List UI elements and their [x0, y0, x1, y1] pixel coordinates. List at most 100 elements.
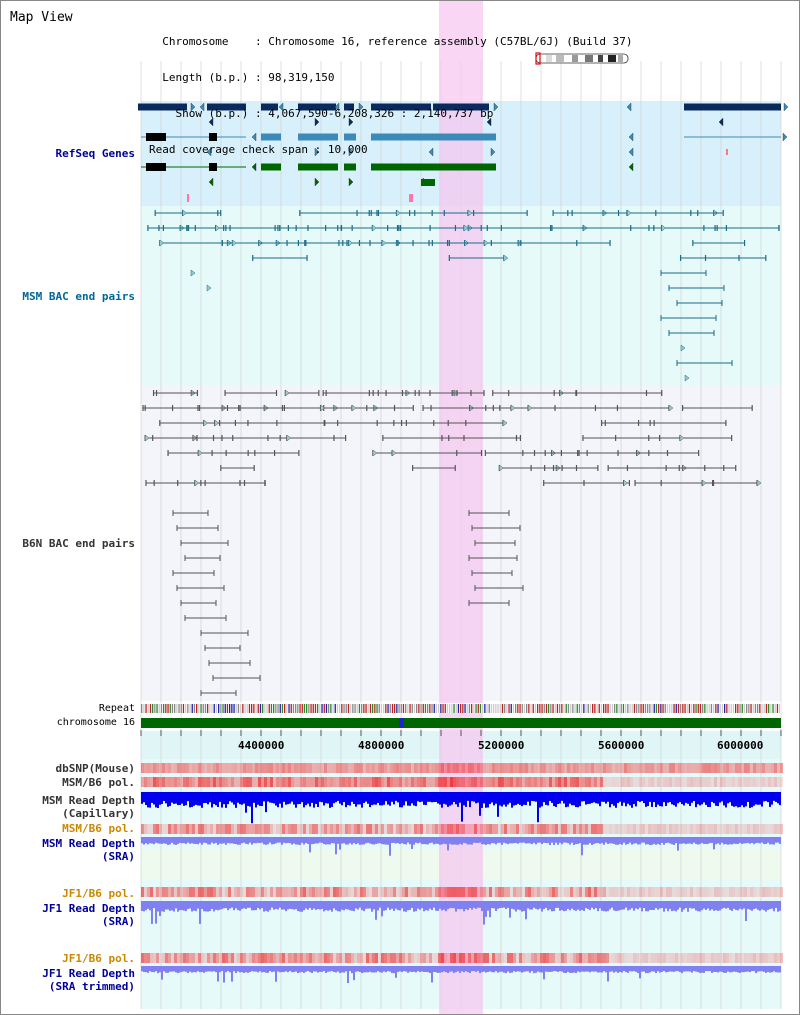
repeat-mark — [409, 704, 411, 713]
jf1-b6-pol-strip — [705, 953, 708, 963]
jf1-sra-depth-bar — [773, 901, 775, 912]
msm-b6-pol-strip — [387, 824, 390, 834]
msm-capillary-depth-bar — [751, 792, 753, 808]
msm-sra-depth-bar — [719, 837, 721, 845]
msm-capillary-depth-bar — [547, 792, 549, 806]
msm-sra-depth-bar — [261, 837, 263, 843]
msm-sra-depth-bar — [399, 837, 401, 844]
jf1-b6-pol-strip — [324, 953, 327, 963]
dbsnp-strip — [420, 763, 423, 773]
track-label-msm-bac[interactable]: MSM BAC end pairs — [22, 290, 135, 303]
msm-capillary-depth-bar — [723, 792, 725, 806]
msm-sra-depth-bar — [587, 837, 589, 845]
msm-b6-pol-strip — [729, 824, 732, 834]
jf1-sra-depth-bar — [339, 901, 341, 912]
refseq-gene — [207, 103, 246, 111]
jf1-sra-depth-bar — [467, 901, 469, 911]
jf1-b6-pol-strip — [369, 953, 372, 963]
msm-capillary-depth-bar — [485, 792, 487, 808]
jf1-b6-pol-strip — [732, 887, 735, 897]
msm-b6-pol-strip — [498, 824, 501, 834]
repeat-mark — [341, 704, 343, 713]
jf1-sra-depth-bar — [763, 901, 765, 911]
msm-capillary-depth-bar — [241, 792, 243, 805]
msm-b6-pol-strip — [642, 777, 645, 787]
jf1-b6-pol-strip — [417, 953, 420, 963]
msm-b6-pol-strip — [621, 824, 624, 834]
msm-capillary-depth-bar — [603, 792, 605, 802]
jf1-b6-pol-strip — [762, 887, 765, 897]
jf1-b6-pol-strip — [603, 887, 606, 897]
jf1-b6-pol-strip — [753, 887, 756, 897]
dbsnp-strip — [444, 763, 447, 773]
jf1-b6-pol-strip — [687, 887, 690, 897]
repeat-mark — [336, 704, 339, 713]
jf1-trimmed-depth-bar — [731, 966, 733, 973]
jf1-b6-pol-strip — [549, 887, 552, 897]
msm-b6-pol-strip — [594, 777, 597, 787]
jf1-sra-depth-bar — [251, 901, 253, 911]
jf1-b6-pol-strip — [495, 887, 498, 897]
dbsnp-strip — [300, 763, 303, 773]
msm-b6-pol-strip — [306, 824, 309, 834]
jf1-trimmed-depth-bar — [393, 966, 395, 974]
msm-capillary-depth-bar — [409, 792, 411, 806]
jf1-sra-depth-bar — [551, 901, 553, 912]
msm-sra-depth-bar — [373, 837, 375, 845]
repeat-mark — [570, 704, 572, 713]
jf1-b6-pol-strip — [774, 887, 777, 897]
dbsnp-strip — [516, 763, 519, 773]
repeat-mark — [640, 704, 642, 713]
msm-b6-pol-strip — [591, 824, 594, 834]
jf1-b6-pol-strip — [657, 953, 660, 963]
jf1-trimmed-depth-bar — [773, 966, 775, 972]
jf1-sra-depth-bar — [621, 901, 623, 910]
msm-sra-depth-bar — [771, 837, 773, 845]
jf1-b6-pol-strip — [567, 953, 570, 963]
msm-b6-pol-strip — [630, 777, 633, 787]
repeat-mark — [339, 704, 341, 713]
repeat-mark — [627, 704, 629, 713]
msm-b6-pol-strip — [777, 824, 780, 834]
msm-sra-depth-bar — [761, 837, 763, 843]
repeat-mark — [594, 704, 596, 713]
msm-capillary-depth-bar — [439, 792, 441, 805]
jf1-sra-depth-bar — [469, 901, 471, 908]
msm-capillary-depth-bar — [211, 792, 213, 808]
msm-sra-depth-bar — [579, 837, 581, 844]
dbsnp-strip — [414, 763, 417, 773]
msm-capillary-depth-bar — [163, 792, 165, 801]
strand-arrow — [493, 102, 499, 112]
dbsnp-strip — [192, 763, 195, 773]
jf1-b6-pol-strip — [432, 953, 435, 963]
msm-sra-depth-bar — [489, 837, 491, 845]
jf1-trimmed-depth-bar — [673, 966, 675, 972]
jf1-sra-depth-bar — [341, 901, 343, 910]
repeat-mark — [642, 704, 644, 713]
jf1-b6-pol-strip — [261, 887, 264, 897]
jf1-trimmed-depth-bar — [213, 966, 215, 972]
msm-capillary-depth-bar — [393, 792, 395, 805]
repeat-mark — [167, 704, 169, 713]
msm-b6-pol-strip — [315, 824, 318, 834]
jf1-b6-pol-strip — [426, 887, 429, 897]
track-label-b6n-bac[interactable]: B6N BAC end pairs — [22, 537, 135, 550]
dbsnp-strip — [354, 763, 357, 773]
msm-capillary-depth-bar — [151, 792, 153, 803]
jf1-sra-depth-bar — [159, 901, 161, 917]
jf1-trimmed-depth-bar — [735, 966, 737, 972]
repeat-mark — [666, 704, 669, 713]
msm-b6-pol-strip — [333, 777, 336, 787]
msm-capillary-depth-bar — [631, 792, 633, 808]
msm-b6-pol-strip — [498, 777, 501, 787]
repeat-mark — [442, 704, 444, 713]
jf1-sra-depth-bar — [211, 901, 213, 909]
msm-capillary-depth-bar — [199, 792, 201, 806]
msm-b6-pol-strip — [516, 777, 519, 787]
track-label-refseq[interactable]: RefSeq Genes — [55, 147, 135, 160]
jf1-sra-depth-bar — [605, 901, 607, 912]
jf1-b6-pol-strip — [408, 887, 411, 897]
jf1-sra-depth-bar — [193, 901, 195, 911]
msm-b6-pol-strip — [672, 824, 675, 834]
